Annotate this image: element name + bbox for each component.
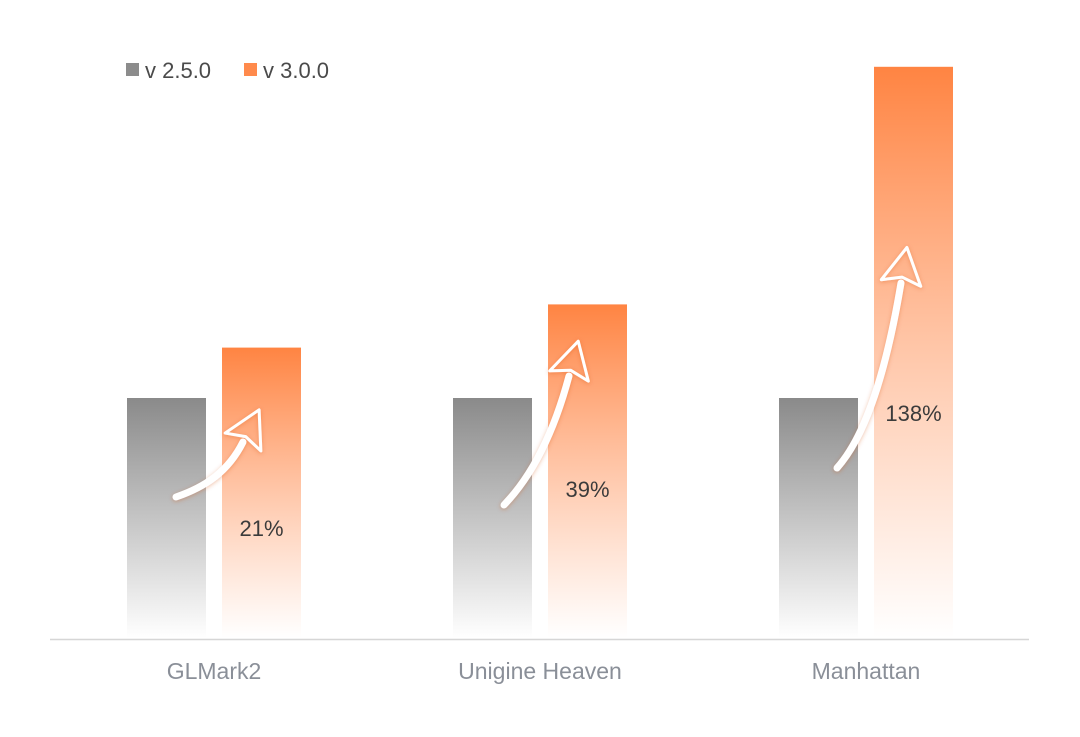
legend-item-v300: v 3.0.0 bbox=[244, 58, 329, 83]
growth-arrow-head-2 bbox=[879, 245, 923, 288]
legend-label-v250: v 2.5.0 bbox=[145, 58, 211, 83]
legend-swatch-v300 bbox=[244, 63, 257, 76]
growth-label-2: 138% bbox=[885, 401, 941, 426]
growth-label-1: 39% bbox=[565, 477, 609, 502]
growth-label-0: 21% bbox=[239, 516, 283, 541]
bar-v300-0 bbox=[222, 347, 301, 638]
category-label-2: Manhattan bbox=[812, 658, 921, 684]
legend-swatch-v250 bbox=[126, 63, 139, 76]
growth-arrow-head-1 bbox=[548, 339, 590, 383]
growth-arrow-shaft-2 bbox=[833, 279, 905, 472]
bar-v250-1 bbox=[453, 398, 532, 638]
bar-v250-0 bbox=[127, 398, 206, 638]
category-label-1: Unigine Heaven bbox=[458, 658, 622, 684]
growth-arrow-0 bbox=[172, 408, 263, 501]
labels-layer: GLMark2 Unigine Heaven Manhattan 21% 39% 138% bbox=[167, 401, 942, 684]
arrows-layer bbox=[172, 245, 923, 509]
category-label-0: GLMark2 bbox=[167, 658, 262, 684]
growth-arrow-shaft-1 bbox=[500, 372, 573, 509]
legend-item-v250: v 2.5.0 bbox=[126, 58, 211, 83]
growth-arrow-shaft-0 bbox=[172, 438, 247, 501]
bar-v300-1 bbox=[548, 304, 627, 638]
bar-v250-2 bbox=[779, 398, 858, 638]
legend: v 2.5.0 v 3.0.0 bbox=[126, 58, 329, 83]
growth-arrow-head-0 bbox=[223, 408, 263, 453]
growth-arrow-1 bbox=[500, 339, 590, 509]
growth-arrow-2 bbox=[833, 245, 923, 472]
bars-layer bbox=[127, 66, 953, 639]
legend-label-v300: v 3.0.0 bbox=[263, 58, 329, 83]
